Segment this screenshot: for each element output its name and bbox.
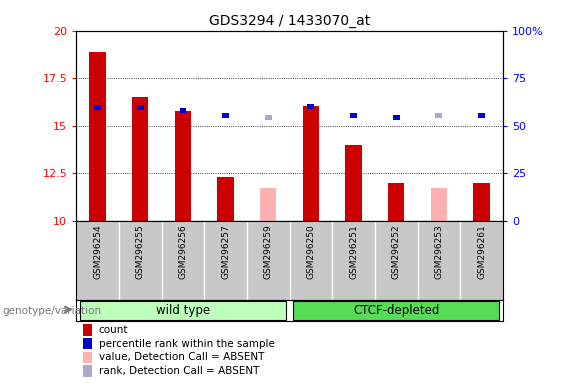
Text: GSM296257: GSM296257 xyxy=(221,225,230,280)
Bar xyxy=(345,145,362,221)
Text: GSM296254: GSM296254 xyxy=(93,225,102,280)
Bar xyxy=(137,105,144,110)
Text: GSM296253: GSM296253 xyxy=(434,225,444,280)
Bar xyxy=(303,106,319,221)
Bar xyxy=(436,114,442,118)
Text: GSM296255: GSM296255 xyxy=(136,225,145,280)
Text: GSM296256: GSM296256 xyxy=(179,225,188,280)
Text: wild type: wild type xyxy=(156,303,210,316)
Text: GSM296259: GSM296259 xyxy=(264,225,273,280)
Bar xyxy=(80,301,286,320)
Bar xyxy=(393,116,399,120)
Bar xyxy=(350,114,357,118)
Bar xyxy=(83,366,93,377)
Text: count: count xyxy=(98,325,128,335)
Text: value, Detection Call = ABSENT: value, Detection Call = ABSENT xyxy=(98,353,264,362)
Bar xyxy=(83,324,93,336)
Bar xyxy=(307,104,314,109)
Bar xyxy=(175,111,191,221)
Bar xyxy=(83,352,93,363)
Bar xyxy=(89,51,106,221)
Bar xyxy=(431,189,447,221)
Bar xyxy=(260,189,276,221)
Bar xyxy=(132,97,149,221)
Bar xyxy=(180,108,186,113)
Bar xyxy=(265,116,272,120)
Text: GSM296261: GSM296261 xyxy=(477,225,486,280)
Title: GDS3294 / 1433070_at: GDS3294 / 1433070_at xyxy=(209,14,370,28)
Text: GSM296252: GSM296252 xyxy=(392,225,401,280)
Bar xyxy=(94,105,101,110)
Text: percentile rank within the sample: percentile rank within the sample xyxy=(98,339,275,349)
Text: genotype/variation: genotype/variation xyxy=(3,306,102,316)
Text: GSM296250: GSM296250 xyxy=(306,225,315,280)
Bar xyxy=(83,338,93,349)
Bar xyxy=(473,183,490,221)
Text: GSM296251: GSM296251 xyxy=(349,225,358,280)
Bar xyxy=(478,114,485,118)
Text: rank, Detection Call = ABSENT: rank, Detection Call = ABSENT xyxy=(98,366,259,376)
Bar xyxy=(388,183,405,221)
Bar xyxy=(222,114,229,118)
Bar xyxy=(218,177,234,221)
Text: CTCF-depleted: CTCF-depleted xyxy=(353,303,440,316)
Bar xyxy=(293,301,499,320)
